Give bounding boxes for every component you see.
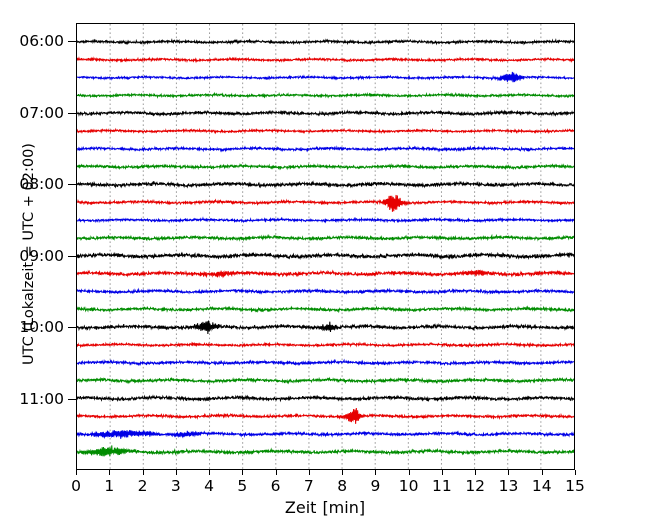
x-tick-label-7: 7 [303,477,314,495]
y-tick-label-11-00: 11:00 [19,390,64,408]
grid-lines [109,24,542,469]
x-tick-6 [275,470,277,475]
x-tick-label-6: 6 [270,477,281,495]
x-tick-13 [508,470,510,475]
y-tick-07-00 [68,112,77,114]
x-tick-label-1: 1 [104,477,115,495]
plot-area [76,23,575,470]
x-tick-label-2: 2 [137,477,148,495]
trace-08-30 [77,216,574,224]
x-tick-label-12: 12 [465,477,486,495]
x-tick-label-14: 14 [531,477,552,495]
trace-06-45 [77,91,574,99]
x-tick-7 [308,470,310,475]
x-tick-1 [109,470,111,475]
trace-06-15 [77,56,574,64]
x-tick-label-0: 0 [71,477,81,495]
x-tick-12 [475,470,477,475]
trace-07-30 [77,145,574,153]
trace-11-45 [77,445,574,457]
x-tick-label-11: 11 [432,477,452,495]
x-tick-8 [342,470,344,475]
y-tick-10-00 [68,327,77,329]
x-tick-9 [375,470,377,475]
y-tick-09-00 [68,255,77,257]
y-tick-label-06-00: 06:00 [19,32,64,50]
x-tick-14 [541,470,543,475]
x-axis-title-main: Zeit [284,498,317,517]
x-tick-4 [209,470,211,475]
trace-09-45 [77,305,574,314]
trace-11-15 [77,407,574,424]
trace-06-30 [77,71,574,83]
chart-type: line [0,0,1,1]
x-axis-title-unit: [min] [322,498,366,517]
trace-10-15 [77,341,574,349]
y-tick-label-09-00: 09:00 [19,246,64,265]
x-tick-10 [408,470,410,475]
x-axis-title: Zeit [min] [0,498,650,517]
x-tick-11 [441,470,443,475]
x-tick-label-4: 4 [204,477,214,495]
trace-11-30 [77,429,574,440]
seismic-traces [77,38,574,457]
trace-09-30 [77,287,574,296]
trace-08-15 [77,194,574,212]
y-tick-08-00 [68,184,77,186]
y-tick-label-08-00: 08:00 [19,175,64,194]
y-tick-label-07-00: 07:00 [19,103,64,122]
trace-08-45 [77,233,574,242]
x-tick-label-13: 13 [498,477,519,495]
x-tick-15 [575,470,576,475]
x-tick-label-3: 3 [170,477,181,495]
y-tick-11-00 [68,399,77,400]
trace-07-15 [77,127,574,135]
x-tick-0 [76,470,77,475]
y-tick-06-00 [68,41,77,42]
trace-08-00 [77,180,574,189]
trace-10-45 [77,376,574,385]
trace-09-15 [77,269,574,279]
x-tick-5 [242,470,244,475]
trace-11-00 [77,394,574,403]
trace-10-00 [77,320,574,334]
x-tick-label-9: 9 [370,477,381,495]
trace-07-00 [77,109,574,118]
x-tick-label-15: 15 [565,477,585,495]
x-tick-label-8: 8 [337,477,348,495]
trace-07-45 [77,162,574,171]
trace-09-00 [77,251,574,260]
trace-06-00 [77,38,574,46]
x-tick-3 [175,470,177,475]
trace-10-30 [77,358,574,367]
y-tick-label-10-00: 10:00 [19,318,64,337]
x-tick-2 [142,470,144,475]
x-tick-label-5: 5 [237,477,248,495]
x-tick-label-10: 10 [398,477,419,495]
